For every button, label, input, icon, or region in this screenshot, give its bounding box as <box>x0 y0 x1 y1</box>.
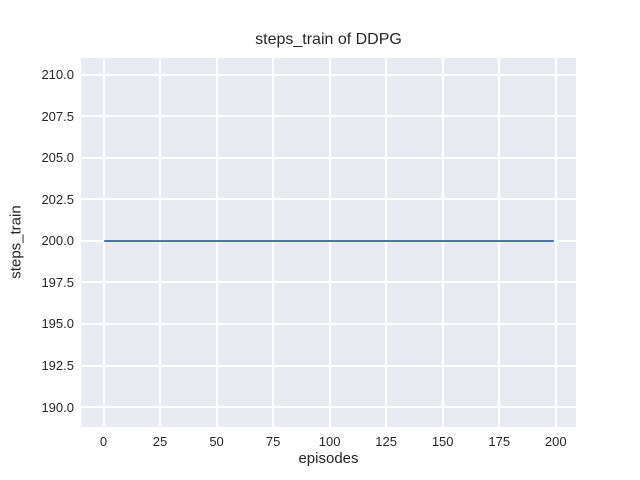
y-gridline <box>81 281 576 284</box>
y-gridline <box>81 198 576 201</box>
y-tick-label: 210.0 <box>41 67 74 83</box>
x-tick-label: 100 <box>318 434 341 449</box>
x-axis-label: episodes <box>298 450 359 467</box>
x-tick-label: 125 <box>375 434 397 449</box>
x-gridline <box>272 58 275 427</box>
y-tick-label: 190.0 <box>41 399 74 415</box>
y-tick-label: 200.0 <box>41 233 74 249</box>
x-gridline <box>554 58 557 427</box>
y-gridline <box>81 73 576 76</box>
y-gridline <box>81 364 576 367</box>
plot-area <box>81 58 576 427</box>
x-gridline <box>498 58 501 427</box>
x-tick-label: 50 <box>209 434 224 449</box>
y-gridline <box>81 115 576 118</box>
chart-title: steps_train of DDPG <box>255 31 402 48</box>
x-gridline <box>385 58 388 427</box>
data-line-steps_train <box>103 239 554 243</box>
y-gridline <box>81 156 576 159</box>
x-gridline <box>102 58 105 427</box>
x-tick-label: 25 <box>152 434 168 449</box>
x-tick-label: 150 <box>431 434 454 449</box>
x-tick-label: 75 <box>265 434 281 449</box>
x-gridline <box>328 58 331 427</box>
y-gridline <box>81 322 576 325</box>
x-gridline <box>441 58 444 427</box>
y-tick-label: 197.5 <box>41 274 74 290</box>
x-tick-label: 200 <box>544 434 567 449</box>
x-gridline <box>159 58 162 427</box>
y-tick-label: 192.5 <box>41 358 74 373</box>
y-tick-label: 207.5 <box>41 108 74 124</box>
x-tick-label: 175 <box>488 434 511 449</box>
x-gridline <box>215 58 218 427</box>
y-tick-label: 195.0 <box>41 316 74 332</box>
x-tick-label: 0 <box>99 434 108 449</box>
y-tick-label: 205.0 <box>41 150 74 166</box>
y-gridline <box>81 406 576 409</box>
y-tick-label: 202.5 <box>41 191 74 207</box>
